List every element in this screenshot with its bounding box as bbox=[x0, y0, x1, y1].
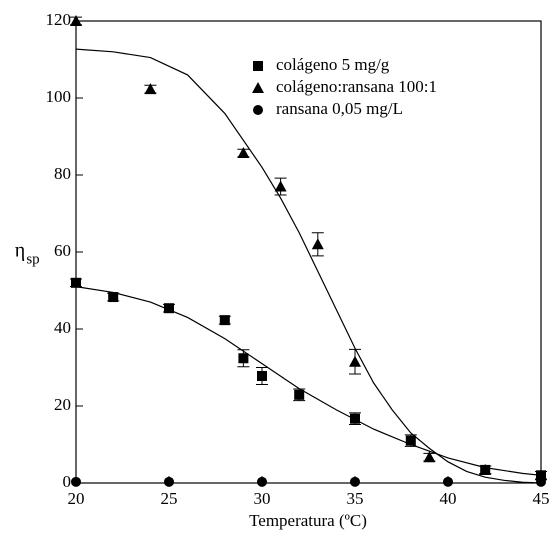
x-tick-label: 30 bbox=[254, 489, 271, 508]
triangle-marker bbox=[70, 15, 82, 26]
x-axis-label: Temperatura (ºC) bbox=[249, 511, 367, 530]
circle-marker bbox=[536, 476, 546, 487]
y-tick-label: 20 bbox=[54, 395, 71, 414]
triangle-marker bbox=[349, 355, 361, 367]
fit-curve bbox=[75, 286, 542, 476]
y-axis-label: η bbox=[15, 240, 25, 262]
y-tick-label: 0 bbox=[63, 472, 72, 491]
fit-curve bbox=[75, 48, 542, 484]
triangle-marker bbox=[535, 469, 547, 481]
y-tick-label: 40 bbox=[54, 318, 71, 337]
square-marker bbox=[350, 413, 360, 424]
triangle-marker bbox=[423, 451, 436, 463]
square-marker bbox=[108, 292, 119, 303]
legend-label: colágeno 5 mg/g bbox=[276, 55, 390, 74]
y-tick-label: 60 bbox=[54, 241, 71, 260]
triangle-marker bbox=[479, 463, 492, 475]
legend-label: colágeno:ransana 100:1 bbox=[276, 77, 437, 96]
square-marker bbox=[405, 435, 416, 446]
circle-marker bbox=[350, 476, 360, 487]
y-tick-label: 120 bbox=[46, 10, 72, 29]
x-tick-label: 25 bbox=[161, 489, 178, 508]
x-tick-label: 45 bbox=[533, 489, 549, 508]
triangle-marker bbox=[237, 147, 250, 159]
circle-marker bbox=[71, 476, 81, 487]
square-marker bbox=[238, 353, 249, 364]
triangle-marker bbox=[144, 83, 157, 95]
circle-marker bbox=[164, 476, 174, 487]
y-tick-label: 100 bbox=[46, 87, 72, 106]
legend-label: ransana 0,05 mg/L bbox=[276, 99, 403, 118]
square-marker bbox=[219, 315, 230, 326]
triangle-marker bbox=[252, 82, 264, 93]
circle-marker bbox=[253, 105, 263, 115]
x-tick-label: 35 bbox=[347, 489, 364, 508]
circle-marker bbox=[443, 476, 453, 487]
x-tick-label: 40 bbox=[440, 489, 457, 508]
y-tick-label: 80 bbox=[54, 164, 71, 183]
circle-marker bbox=[257, 476, 267, 487]
square-marker bbox=[257, 370, 267, 381]
triangle-marker bbox=[274, 180, 287, 192]
y-axis-label-sub: sp bbox=[26, 251, 39, 267]
square-marker bbox=[71, 277, 81, 288]
triangle-marker bbox=[311, 238, 324, 250]
x-tick-label: 20 bbox=[68, 489, 85, 508]
square-marker bbox=[164, 303, 174, 314]
square-marker bbox=[253, 61, 263, 71]
square-marker bbox=[294, 389, 305, 400]
